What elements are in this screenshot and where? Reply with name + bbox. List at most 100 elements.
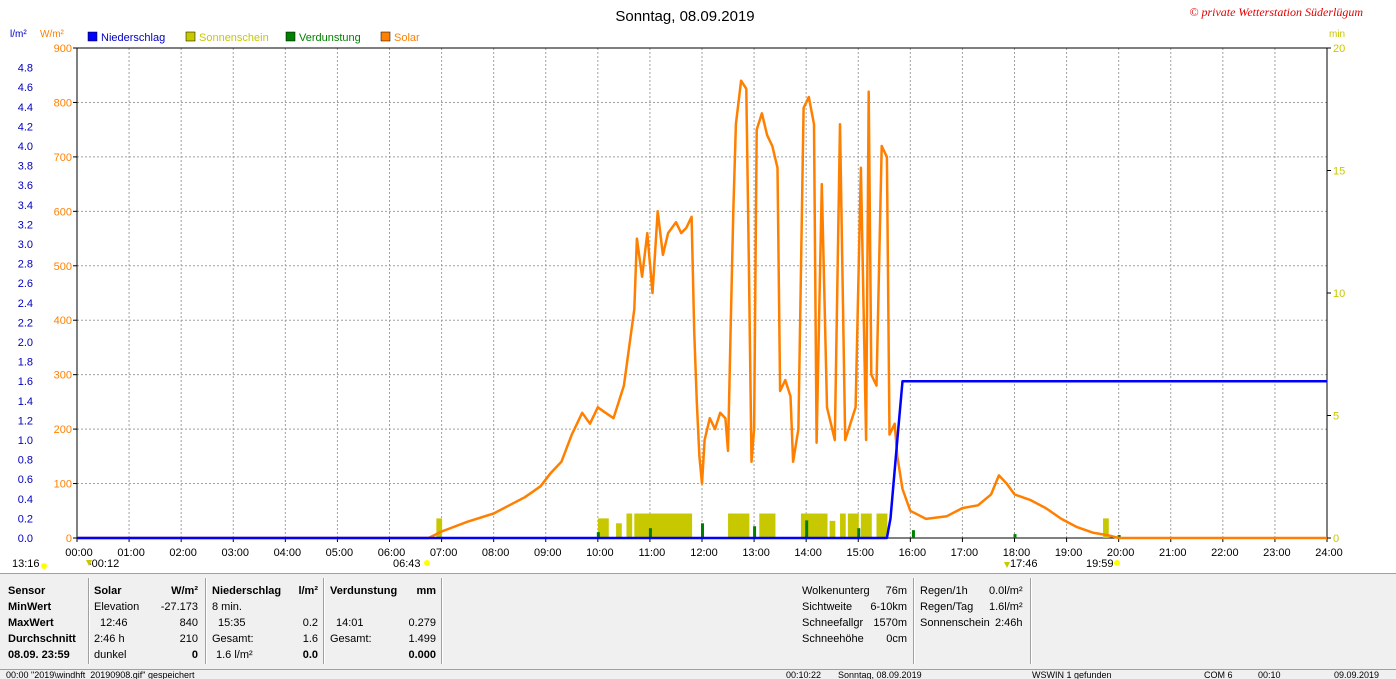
y-tick-label-rain: 1.6: [18, 376, 33, 388]
sun-marker-icon: [1114, 560, 1120, 566]
marker-sunset: 19:59: [1086, 558, 1114, 570]
y-tick-label-solar: 100: [54, 479, 72, 491]
marker-moonset: 17:46: [1010, 558, 1038, 570]
evap-last-value: 0.000: [386, 649, 436, 661]
x-tick-label: 17:00: [951, 547, 979, 559]
y-tick-label-rain: 2.4: [18, 298, 33, 310]
weather-value: 76m: [860, 585, 907, 597]
solar-last-label: dunkel: [94, 649, 126, 661]
sunshine-bar: [626, 514, 632, 539]
y-tick-label-rain: 1.2: [18, 415, 33, 427]
x-tick-label: 16:00: [899, 547, 927, 559]
divider: [205, 578, 207, 664]
legend-label: Sonnenschein: [199, 32, 269, 44]
legend-swatch: [186, 32, 195, 41]
bar-series: [436, 514, 1120, 539]
sunshine-bar: [660, 514, 666, 539]
sunshine-bar: [861, 514, 867, 539]
marker-sunrise: 06:43: [393, 558, 421, 570]
y-tick-label-rain: 3.8: [18, 161, 33, 173]
legend-label: Niederschlag: [101, 32, 165, 44]
rain-last-label: 1.6 l/m²: [216, 649, 253, 661]
weather-label: Schneefallgr: [802, 617, 863, 629]
label-min: MinWert: [8, 601, 51, 613]
sunshine-bar: [765, 514, 771, 539]
rain-info-label: Regen/Tag: [920, 601, 973, 613]
rain-info-label: Sonnenschein: [920, 617, 990, 629]
rain-avg-label: Gesamt:: [212, 633, 254, 645]
rain-title: Niederschlag: [212, 585, 281, 597]
sunshine-bar: [866, 514, 872, 539]
x-tick-label: 21:00: [1159, 547, 1187, 559]
sunshine-bar: [822, 514, 828, 539]
y-tick-label-rain: 2.2: [18, 317, 33, 329]
rain-unit: l/m²: [292, 585, 318, 597]
y-tick-label-sunshine: 0: [1333, 533, 1339, 545]
rain-info-value: 2:46h: [995, 617, 1023, 629]
divider: [913, 578, 915, 664]
rain-max-time: 15:35: [218, 617, 246, 629]
divider: [441, 578, 443, 664]
legend-label: Verdunstung: [299, 32, 361, 44]
x-tick-label: 14:00: [794, 547, 822, 559]
sun-marker-icon: [41, 563, 47, 569]
sunshine-bar: [811, 514, 817, 539]
solar-max-value: 840: [150, 617, 198, 629]
y-tick-label-sunshine: 15: [1333, 166, 1345, 178]
rain-info-value: 1.6l/m²: [989, 601, 1023, 613]
sunshine-bar: [671, 514, 677, 539]
weather-label: Schneehöhe: [802, 633, 864, 645]
y-tick-label-solar: 300: [54, 370, 72, 382]
sunshine-bar: [848, 514, 854, 539]
y-tick-label-rain: 3.0: [18, 239, 33, 251]
solar-last-value: 0: [150, 649, 198, 661]
y-tick-label-rain: 3.6: [18, 180, 33, 192]
y-axis-rain: 0.00.20.40.60.81.01.21.41.61.82.02.22.42…: [18, 63, 33, 545]
legend-label: Solar: [394, 32, 420, 44]
evap-avg-value: 1.499: [386, 633, 436, 645]
solar-title: Solar: [94, 585, 122, 597]
sunshine-bar: [686, 514, 692, 539]
rain-info-value: 0.0l/m²: [989, 585, 1023, 597]
y-tick-label-solar: 700: [54, 152, 72, 164]
y-tick-label-rain: 1.4: [18, 396, 33, 408]
sunshine-bar: [876, 514, 882, 539]
solar-avg-value: 210: [150, 633, 198, 645]
x-tick-label: 13:00: [742, 547, 770, 559]
copyright-text: © private Wetterstation Süderlügum: [1189, 5, 1363, 19]
label-date: 08.09. 23:59: [8, 649, 70, 661]
sunshine-bar: [603, 518, 609, 538]
rain-last-value: 0.0: [270, 649, 318, 661]
evap-title: Verdunstung: [330, 585, 397, 597]
x-tick-label: 03:00: [221, 547, 249, 559]
sunshine-bar: [634, 514, 640, 539]
y-tick-label-rain: 0.4: [18, 494, 33, 506]
marker-moon-time: -00:12: [88, 558, 119, 570]
y-tick-label-rain: 0.8: [18, 455, 33, 467]
x-tick-label: 23:00: [1263, 547, 1291, 559]
sunshine-bar: [770, 514, 776, 539]
evap-max-value: 0.279: [386, 617, 436, 629]
sunshine-bar: [817, 514, 823, 539]
sunshine-bar: [830, 521, 836, 538]
y-tick-label-solar: 500: [54, 261, 72, 273]
stats-panel: Sensor MinWert MaxWert Durchschnitt 08.0…: [0, 573, 1396, 679]
solar-max-time: 12:46: [100, 617, 128, 629]
y-tick-label-rain: 1.8: [18, 357, 33, 369]
y-tick-label-rain: 2.6: [18, 278, 33, 290]
legend: Niederschlag Sonnenschein Verdunstung Solar: [88, 32, 420, 44]
legend-swatch: [381, 32, 390, 41]
marker-left-time: 13:16: [12, 558, 40, 570]
unit-sunshine: min: [1329, 29, 1345, 40]
sunshine-bar: [759, 514, 765, 539]
rain-avg-value: 1.6: [270, 633, 318, 645]
evaporation-bar: [805, 520, 808, 538]
sunshine-bar: [744, 514, 750, 539]
legend-swatch: [286, 32, 295, 41]
sunshine-bar: [840, 514, 846, 539]
y-tick-label-rain: 3.4: [18, 200, 33, 212]
y-tick-label-rain: 3.2: [18, 219, 33, 231]
label-avg: Durchschnitt: [8, 633, 76, 645]
